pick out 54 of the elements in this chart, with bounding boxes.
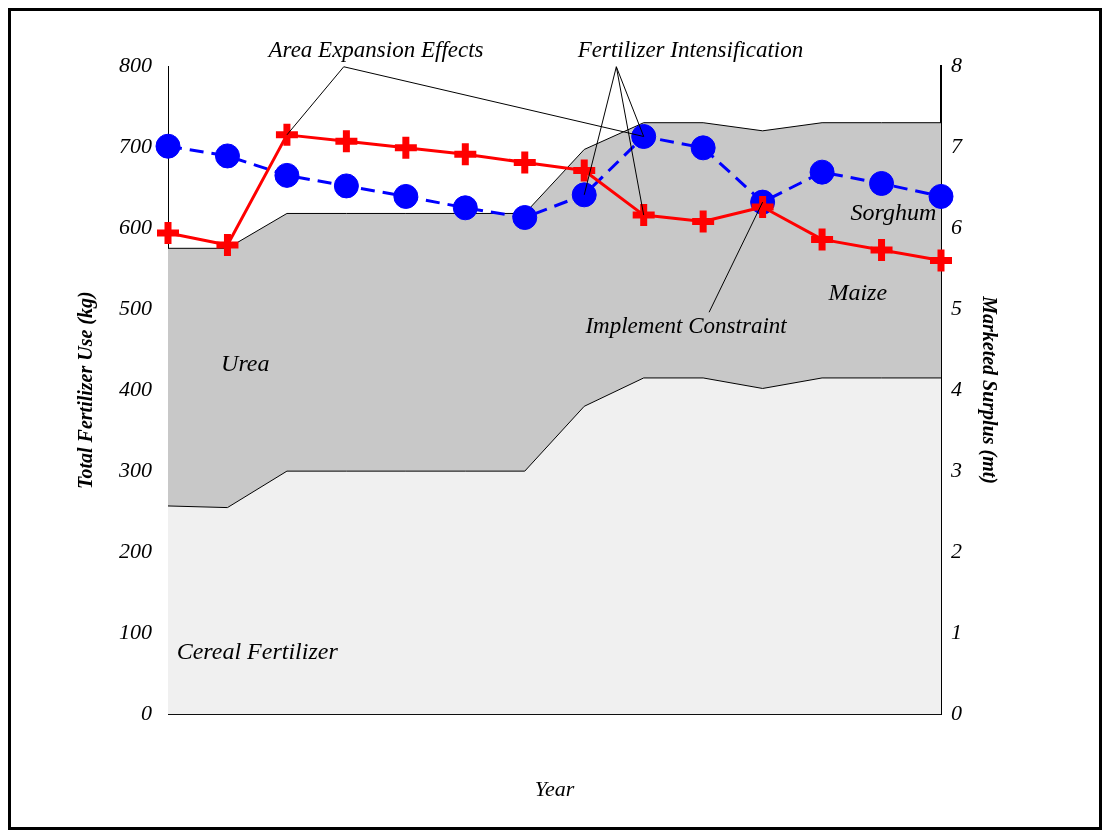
point	[155, 133, 181, 159]
series-label: Urea	[221, 350, 270, 377]
y-tick-label: 500	[119, 294, 152, 320]
point	[930, 249, 952, 272]
annotation: Implement Constraint	[584, 312, 788, 338]
text: Fertilizer Intensification	[576, 37, 804, 63]
point	[692, 210, 715, 233]
y2-tick-label: 0	[951, 699, 962, 725]
y2-tick-label: 6	[951, 213, 962, 239]
point	[870, 238, 893, 261]
point	[214, 143, 240, 169]
point	[452, 195, 478, 221]
series-label: Sorghum	[850, 198, 937, 225]
y-tick-label: 100	[119, 618, 152, 644]
point	[632, 204, 655, 227]
point	[573, 159, 596, 182]
point	[690, 135, 716, 161]
y2-tick-label: 5	[951, 294, 962, 320]
series-label: Cereal Fertilizer	[176, 637, 339, 664]
y-tick-label: 600	[119, 213, 152, 239]
point	[869, 170, 895, 196]
y2-tick-label: 8	[951, 51, 962, 77]
y-tick-label: 300	[118, 456, 152, 482]
y2-axis-title: Marketed Surplus (mt)	[977, 295, 1001, 485]
point	[394, 136, 417, 159]
point	[809, 159, 835, 185]
point	[811, 228, 834, 251]
x-axis-title: Year	[534, 775, 575, 801]
y-tick-label: 0	[141, 699, 152, 725]
point	[333, 173, 359, 199]
y2-tick-label: 3	[950, 456, 962, 482]
point	[335, 130, 358, 153]
point	[275, 123, 298, 146]
y2-tick-label: 1	[951, 618, 962, 644]
point	[751, 195, 774, 218]
y-tick-label: 200	[119, 537, 152, 563]
point	[571, 182, 597, 208]
point	[393, 183, 419, 209]
y2-tick-label: 7	[951, 132, 963, 158]
point	[454, 143, 477, 166]
text: Area Expansion Effects	[266, 37, 484, 63]
y2-tick-label: 2	[951, 537, 962, 563]
y-axis-title: Total Fertilizer Use (kg)	[74, 291, 98, 489]
point	[274, 162, 300, 188]
point	[513, 151, 536, 174]
point	[157, 221, 179, 244]
series-label: Maize	[827, 279, 888, 306]
point	[512, 205, 538, 231]
y-tick-label: 700	[119, 132, 152, 158]
point	[216, 234, 239, 257]
y2-tick-label: 4	[951, 375, 962, 401]
y-tick-label: 800	[119, 51, 152, 77]
y-tick-label: 400	[119, 375, 152, 401]
point	[631, 123, 657, 149]
